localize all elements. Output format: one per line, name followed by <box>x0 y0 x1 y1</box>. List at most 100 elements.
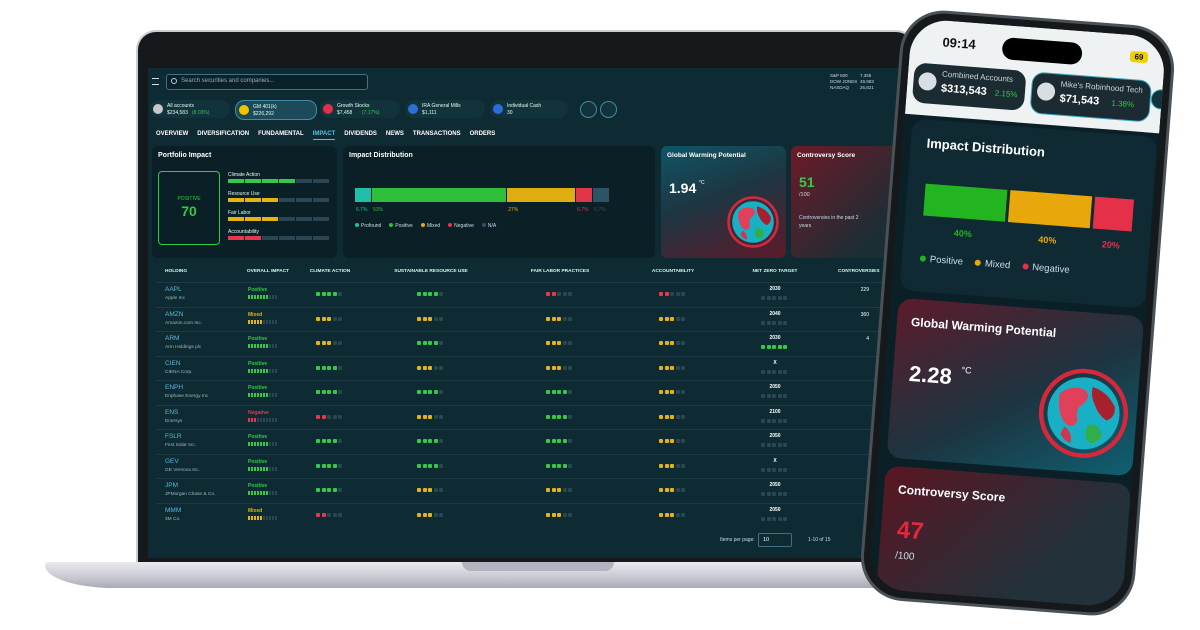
category-name: Accountability <box>228 229 259 235</box>
bar-segment <box>262 198 278 202</box>
table-header: CLIMATE ACTION <box>309 269 351 274</box>
market-value: 26,821 <box>860 85 874 90</box>
net-zero-target: 2050 <box>769 384 781 390</box>
legend-dot <box>448 223 453 227</box>
table-header: HOLDING <box>165 269 188 274</box>
impact-distribution-card: Impact Distribution 40% 40% 20% Positive Mixe… <box>899 118 1158 309</box>
page-size-select[interactable]: 10 <box>758 533 792 547</box>
settings-button[interactable] <box>600 101 617 118</box>
net-zero-target: X <box>773 359 777 366</box>
rating-dot <box>659 488 664 492</box>
distribution-segment <box>576 188 592 202</box>
rating-dot <box>777 296 782 300</box>
bar-segment <box>245 198 261 202</box>
tab[interactable]: NEWS <box>385 131 404 137</box>
rating-dots <box>316 341 344 345</box>
account-pill[interactable]: All accounts $234,583 (8.03%) <box>150 100 230 118</box>
rating-dot <box>772 296 777 300</box>
rating-dots <box>417 439 445 443</box>
rating-dot <box>659 463 664 468</box>
add-account-button[interactable] <box>580 101 597 118</box>
rating-dot <box>681 414 686 419</box>
distribution-segment <box>1007 190 1092 229</box>
rating-dots <box>316 463 344 468</box>
account-icon <box>1036 81 1056 102</box>
legend-dot <box>919 255 927 262</box>
laptop-notch <box>462 562 614 571</box>
legend-label: Profound <box>361 223 382 229</box>
table-header: SUSTAINABLE RESOURCE USE <box>394 269 468 274</box>
bar-segment <box>248 466 251 471</box>
rating-dot <box>316 414 321 419</box>
overall-bar <box>248 319 278 324</box>
search-box[interactable]: Search securities and companies... <box>166 74 368 90</box>
rating-dot <box>562 292 567 296</box>
distribution-segment <box>507 188 575 202</box>
bar-segment <box>272 491 275 495</box>
bar-segment <box>254 393 257 397</box>
tab[interactable]: TRANSACTIONS <box>412 131 461 137</box>
warming-unit: °C <box>699 180 705 186</box>
bar-segment <box>313 198 329 202</box>
account-pill[interactable]: Individual Cash 30 <box>490 100 568 118</box>
account-pill[interactable]: GM 401(k) $226,292 <box>235 100 317 120</box>
bar-segment <box>269 393 272 397</box>
account-value: $313,543 <box>940 82 988 98</box>
tab[interactable]: ORDERS <box>469 131 496 137</box>
bar-segment <box>257 466 260 471</box>
rating-dot <box>327 512 332 517</box>
bar-segment <box>254 417 257 422</box>
rating-dot <box>681 390 686 394</box>
table-header: CONTROVERSIES <box>838 269 880 274</box>
rating-dot <box>433 439 438 443</box>
account-value: $7,458 <box>337 110 353 116</box>
impact-distribution-card: Impact Distribution 6.7% 53% 27% 6.7% 6.7% Pro… <box>343 146 655 258</box>
account-chip[interactable]: Combined Accounts $313,543 2.15% <box>911 62 1027 111</box>
rating-dots <box>546 414 574 419</box>
account-pill[interactable]: IRA General Mills $1,111 <box>405 100 485 118</box>
segment-label: 6.7% <box>356 207 368 213</box>
rating-dot <box>439 341 444 345</box>
bar-segment <box>269 295 272 299</box>
bar-segment <box>248 295 251 299</box>
bar-segment <box>248 442 251 446</box>
rating-dot <box>327 365 332 370</box>
tab[interactable]: FUNDAMENTAL <box>258 131 304 137</box>
bar-segment <box>245 236 261 240</box>
rating-dots <box>659 390 687 394</box>
rating-dots <box>761 418 789 423</box>
legend-dot <box>974 259 982 267</box>
bar-segment <box>313 217 329 221</box>
ticker: AMZN <box>165 310 184 318</box>
bar-segment <box>248 368 251 373</box>
rating-dots <box>316 488 344 492</box>
rating-dot <box>321 292 326 296</box>
tab[interactable]: IMPACT <box>312 131 336 140</box>
legend-item: N/A <box>481 223 496 229</box>
bar-segment <box>263 466 266 471</box>
tab[interactable]: DIVERSIFICATION <box>197 131 250 137</box>
rating-dot <box>783 516 788 521</box>
bar-segment <box>272 344 275 348</box>
rating-dot <box>659 512 664 517</box>
bar-segment <box>269 417 272 422</box>
legend: Profound Positive Mixed Negative N/A <box>355 223 496 229</box>
pagination-range: 1-10 of 15 <box>808 537 831 543</box>
warming-value: 1.94 <box>669 180 697 196</box>
tab[interactable]: DIVIDENDS <box>344 131 377 137</box>
rating-dot <box>327 463 332 468</box>
rating-dot <box>761 369 766 374</box>
account-name: GM 401(k) <box>253 104 277 110</box>
tab[interactable]: OVERVIEW <box>156 131 189 137</box>
bar-segment <box>269 344 272 348</box>
rating-dot <box>546 439 551 443</box>
rating-dots <box>546 439 574 443</box>
rating-dots <box>761 369 789 374</box>
rating-dot <box>675 365 680 370</box>
account-icon <box>493 104 503 114</box>
account-pill[interactable]: Growth Stocks $7,458 (7.17%) <box>320 100 400 118</box>
rating-dots <box>417 365 445 370</box>
rating-dot <box>332 292 337 296</box>
bar-segment <box>251 368 254 373</box>
menu-icon[interactable] <box>152 78 159 85</box>
